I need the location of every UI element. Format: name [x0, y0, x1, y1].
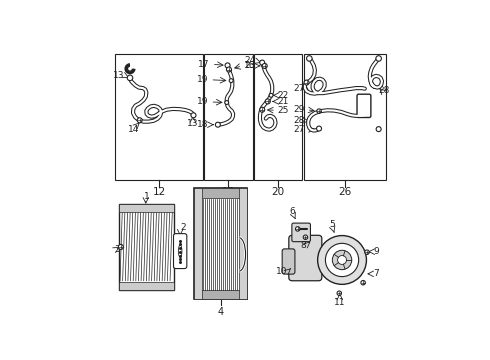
- Text: 13: 13: [187, 118, 198, 127]
- Text: 13: 13: [113, 71, 124, 80]
- Text: 29: 29: [294, 105, 305, 114]
- Text: 9: 9: [373, 247, 379, 256]
- Text: 4: 4: [218, 307, 224, 316]
- Circle shape: [304, 80, 309, 85]
- Text: 11: 11: [334, 298, 345, 307]
- Bar: [195, 291, 247, 299]
- Text: 24: 24: [245, 56, 256, 65]
- Circle shape: [332, 250, 352, 270]
- Circle shape: [225, 63, 230, 68]
- Text: 25: 25: [277, 106, 289, 115]
- Text: 20: 20: [271, 187, 285, 197]
- Bar: [195, 188, 202, 299]
- Circle shape: [260, 60, 265, 65]
- Circle shape: [317, 109, 321, 113]
- Ellipse shape: [178, 245, 182, 257]
- Circle shape: [216, 122, 220, 127]
- FancyBboxPatch shape: [292, 223, 311, 242]
- Circle shape: [262, 63, 267, 68]
- Bar: [204, 54, 252, 180]
- Circle shape: [376, 56, 381, 61]
- Text: 12: 12: [152, 187, 166, 197]
- Circle shape: [325, 243, 359, 276]
- Bar: [119, 204, 174, 212]
- Circle shape: [265, 99, 270, 104]
- Text: 28: 28: [294, 116, 305, 125]
- Circle shape: [269, 93, 273, 97]
- Text: 23: 23: [244, 62, 256, 71]
- Bar: [115, 54, 203, 180]
- Text: 19: 19: [196, 98, 208, 107]
- Circle shape: [295, 227, 300, 231]
- Circle shape: [119, 244, 123, 249]
- Text: 8: 8: [301, 240, 307, 249]
- Circle shape: [361, 280, 366, 285]
- Circle shape: [137, 118, 142, 123]
- Circle shape: [376, 127, 381, 132]
- Text: 19: 19: [196, 75, 208, 84]
- FancyBboxPatch shape: [289, 235, 322, 281]
- Circle shape: [318, 235, 367, 284]
- Text: 18: 18: [196, 120, 208, 129]
- Text: 3: 3: [114, 245, 120, 254]
- Text: 10: 10: [276, 266, 288, 275]
- Bar: [195, 188, 247, 299]
- Circle shape: [226, 67, 231, 72]
- Bar: [119, 204, 174, 290]
- Circle shape: [317, 126, 321, 131]
- Text: 16: 16: [244, 62, 255, 71]
- Text: 27: 27: [294, 85, 305, 94]
- Bar: [195, 188, 247, 198]
- Circle shape: [338, 256, 346, 264]
- Bar: [254, 54, 302, 180]
- Bar: [304, 54, 386, 180]
- Circle shape: [127, 75, 133, 81]
- Circle shape: [191, 113, 196, 118]
- Text: 15: 15: [221, 187, 235, 197]
- Circle shape: [303, 235, 308, 239]
- Circle shape: [365, 250, 369, 255]
- Text: 14: 14: [127, 125, 139, 134]
- Circle shape: [260, 107, 265, 112]
- Text: 17: 17: [198, 60, 210, 69]
- Text: 27: 27: [294, 125, 305, 134]
- Text: 26: 26: [338, 187, 351, 197]
- Circle shape: [225, 100, 229, 104]
- Text: 2: 2: [180, 223, 186, 232]
- FancyBboxPatch shape: [357, 94, 371, 117]
- Bar: [239, 188, 247, 299]
- Text: 1: 1: [144, 192, 149, 201]
- Text: 28: 28: [379, 86, 390, 95]
- Circle shape: [307, 56, 312, 61]
- Text: 5: 5: [329, 220, 335, 229]
- Circle shape: [337, 291, 342, 296]
- FancyBboxPatch shape: [282, 249, 295, 274]
- Text: 22: 22: [277, 91, 289, 100]
- Text: 6: 6: [290, 207, 295, 216]
- Circle shape: [229, 79, 233, 82]
- Text: 7: 7: [373, 269, 379, 278]
- Bar: [119, 282, 174, 290]
- Text: 21: 21: [277, 97, 289, 106]
- FancyBboxPatch shape: [173, 234, 187, 269]
